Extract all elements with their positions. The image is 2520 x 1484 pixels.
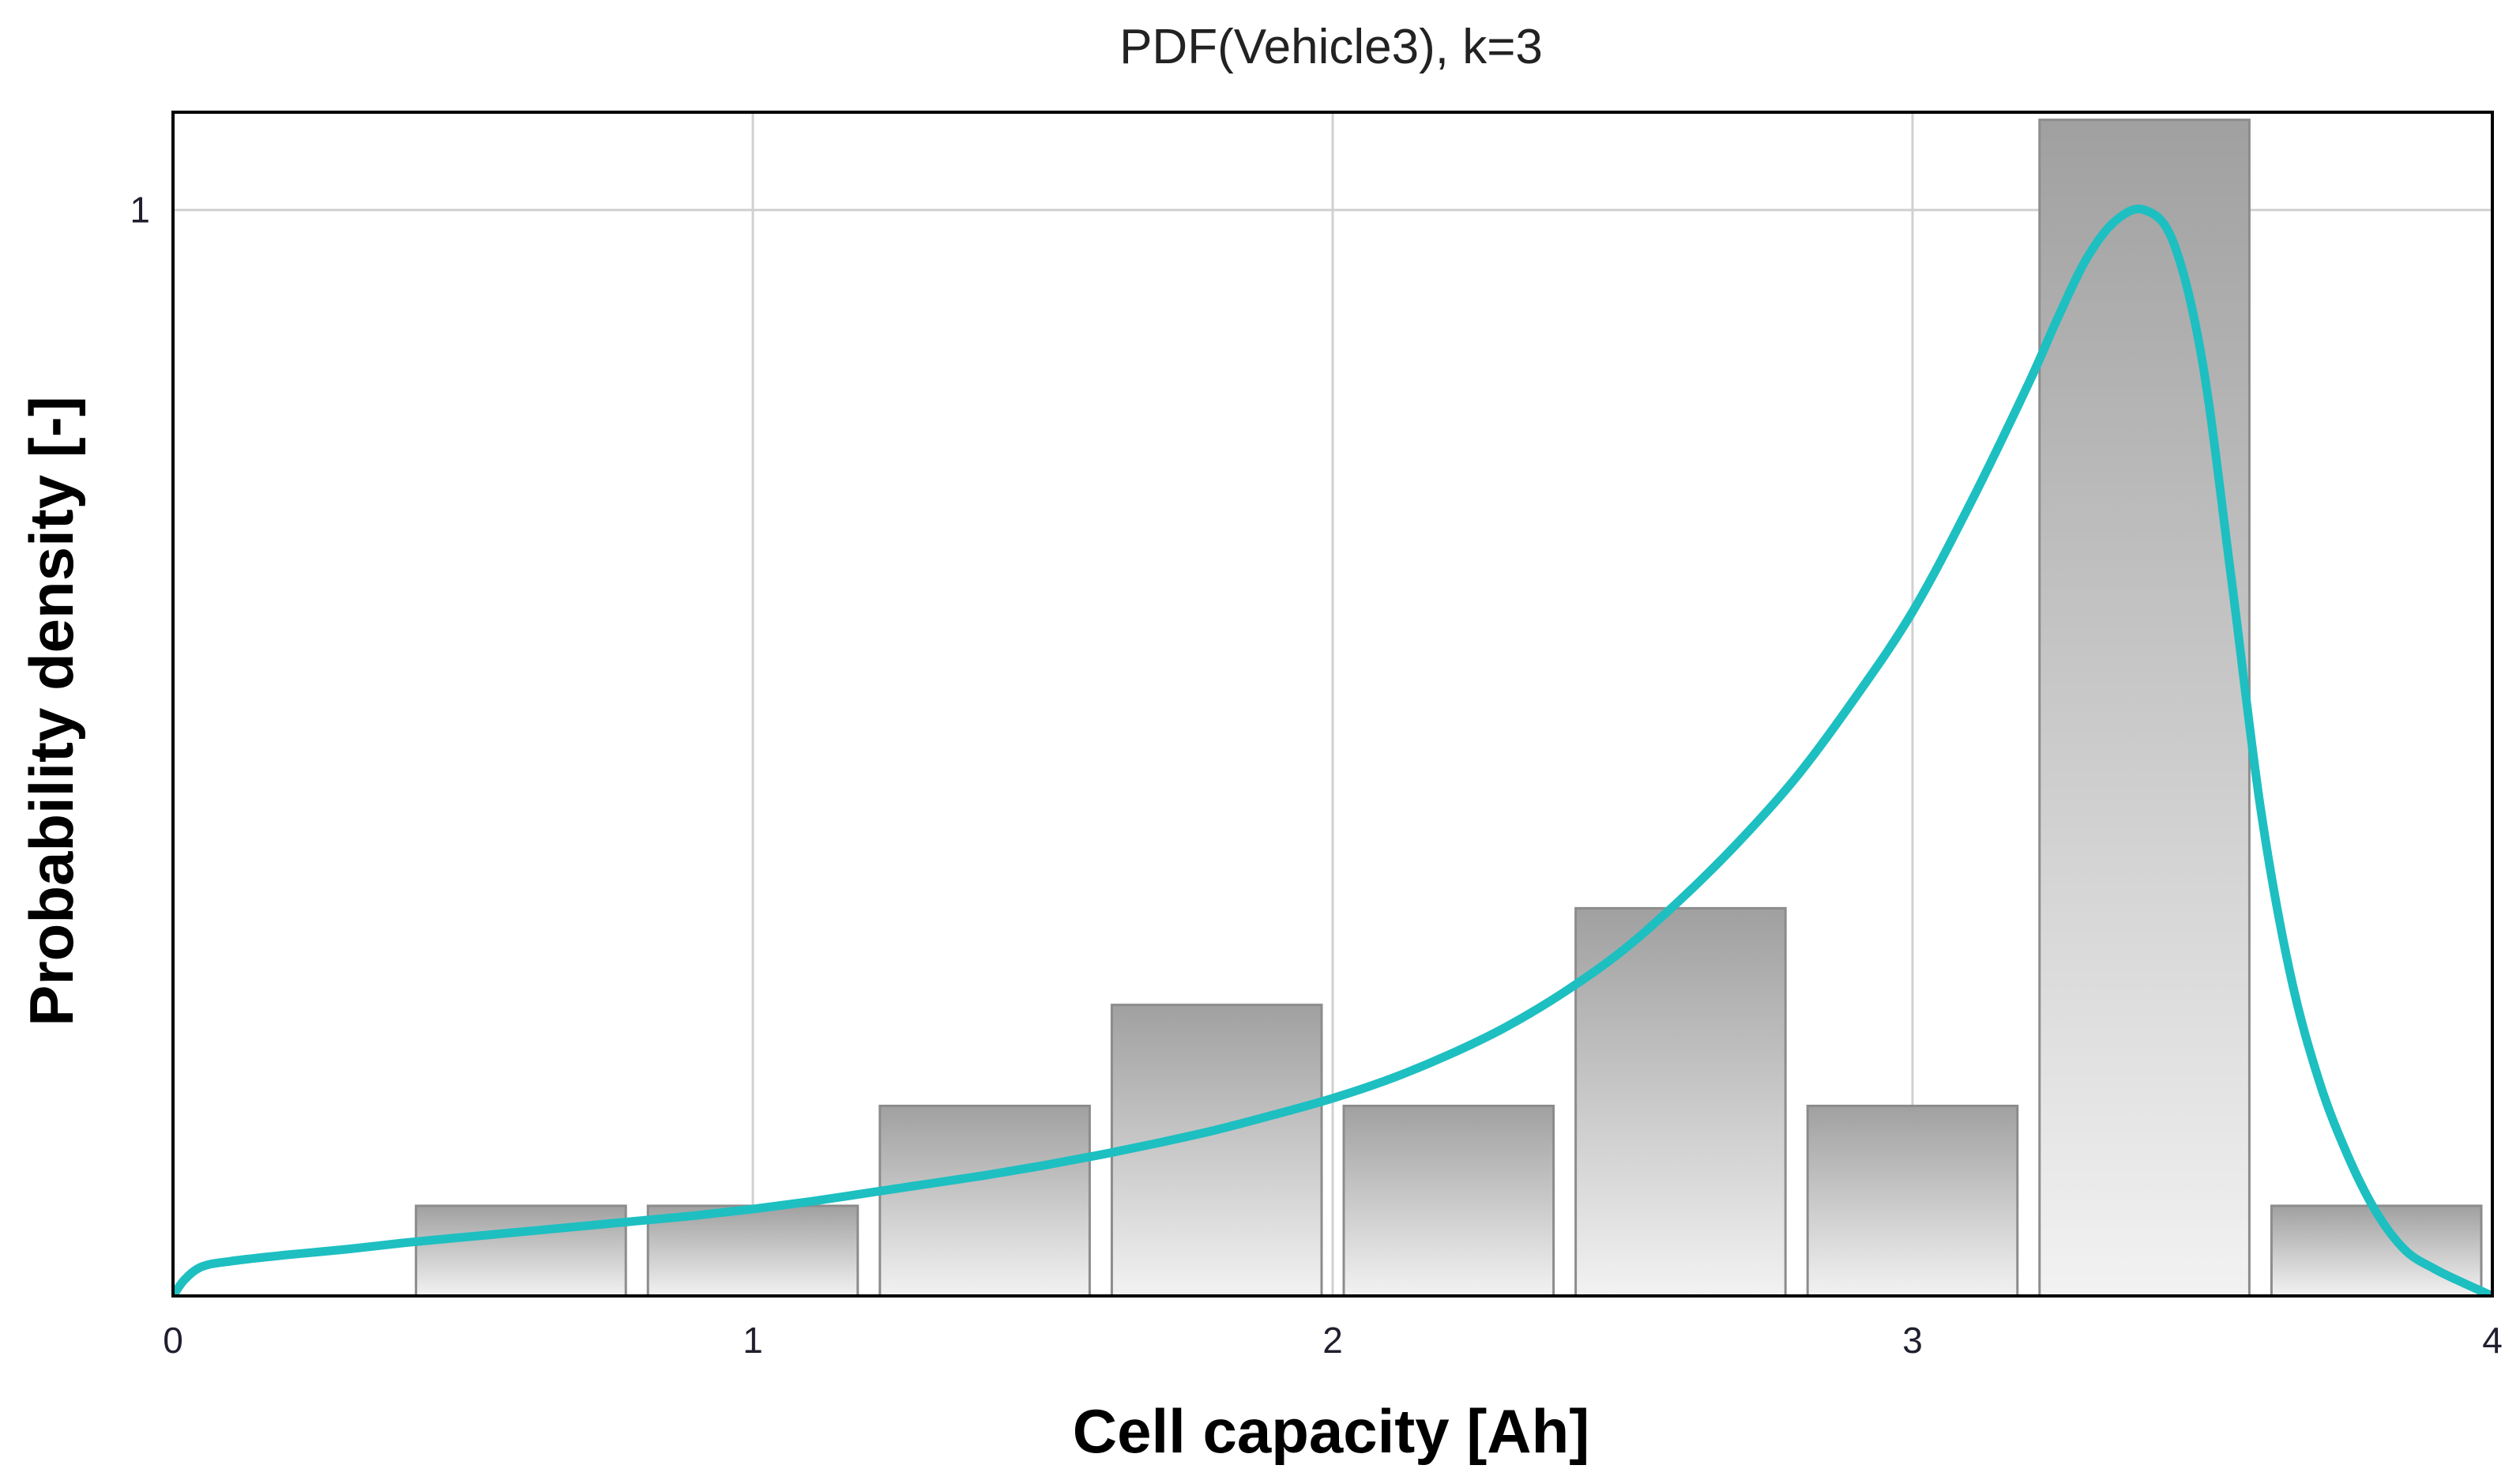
histogram-bar-5 (1342, 1104, 1555, 1298)
x-tick-label-4: 4 (2482, 1320, 2503, 1361)
histogram-bars (415, 119, 2483, 1298)
x-axis-label: Cell capacity [Ah] (1073, 1396, 1590, 1466)
histogram-bar-3 (878, 1104, 1091, 1298)
x-tick-label-3: 3 (1902, 1320, 1923, 1361)
pdf-curve-layer (173, 204, 2492, 1296)
y-tick-labels: 1 (130, 190, 150, 231)
x-tick-label-2: 2 (1322, 1320, 1343, 1361)
y-tick-label-1: 1 (130, 190, 150, 231)
y-axis-label: Probability density [-] (17, 396, 86, 1026)
histogram-bar-8 (2038, 119, 2251, 1298)
pdf-curve-line (173, 204, 2492, 1296)
plot-frame (171, 111, 2494, 1298)
x-tick-label-1: 1 (743, 1320, 763, 1361)
histogram-bar-6 (1574, 906, 1787, 1298)
histogram-bar-1 (415, 1204, 627, 1298)
x-tick-labels: 0 1 2 3 4 (163, 1320, 2503, 1361)
chart-title: PDF(Vehicle3), k=3 (1119, 20, 1543, 74)
x-tick-label-0: 0 (163, 1320, 183, 1361)
histogram-bar-7 (1806, 1104, 2019, 1298)
histogram-bar-9 (2270, 1204, 2483, 1298)
